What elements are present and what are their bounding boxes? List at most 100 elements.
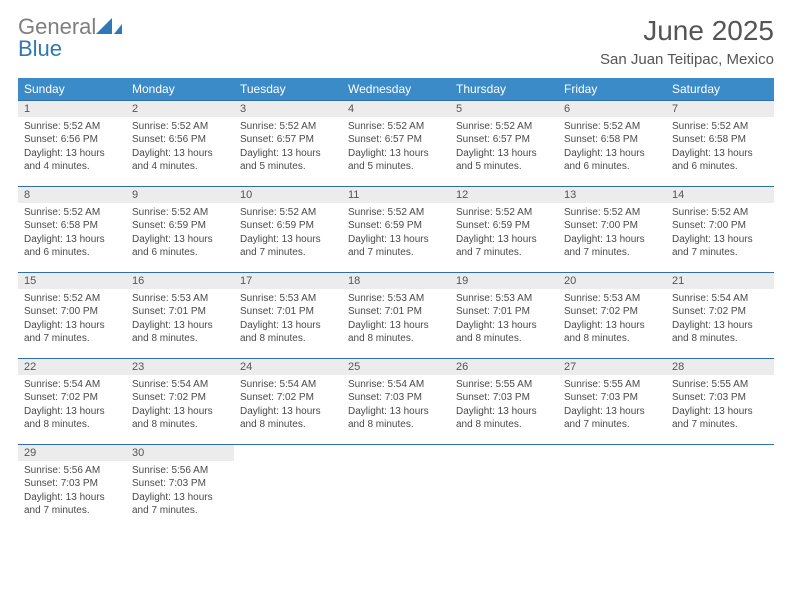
sunrise-calendar: Sunday Monday Tuesday Wednesday Thursday…: [18, 78, 774, 531]
calendar-cell: 8Sunrise: 5:52 AMSunset: 6:58 PMDaylight…: [18, 186, 126, 272]
calendar-cell: 27Sunrise: 5:55 AMSunset: 7:03 PMDayligh…: [558, 358, 666, 444]
calendar-cell: 9Sunrise: 5:52 AMSunset: 6:59 PMDaylight…: [126, 186, 234, 272]
daylight-line: Daylight: 13 hours and 8 minutes.: [672, 319, 768, 346]
daylight-line: Daylight: 13 hours and 7 minutes.: [24, 491, 120, 518]
day-number: 24: [234, 359, 342, 375]
day-number: 25: [342, 359, 450, 375]
calendar-cell: 28Sunrise: 5:55 AMSunset: 7:03 PMDayligh…: [666, 358, 774, 444]
calendar-cell: 16Sunrise: 5:53 AMSunset: 7:01 PMDayligh…: [126, 272, 234, 358]
calendar-cell: 2 Sunrise: 5:52 AMSunset: 6:56 PMDaylight…: [126, 100, 234, 186]
day-number: 14: [666, 187, 774, 203]
daylight-line: Daylight: 13 hours and 5 minutes.: [456, 147, 552, 174]
calendar-cell: [342, 444, 450, 530]
sunset-line: Sunset: 6:57 PM: [240, 133, 336, 147]
day-number: 30: [126, 445, 234, 461]
day-details: Sunrise: 5:54 AMSunset: 7:02 PMDaylight:…: [666, 289, 774, 350]
day-number: 23: [126, 359, 234, 375]
day-details: Sunrise: 5:52 AMSunset: 6:58 PMDaylight:…: [558, 117, 666, 178]
calendar-cell: [234, 444, 342, 530]
sunrise-line: Sunrise: 5:55 AM: [456, 378, 552, 392]
day-number: 11: [342, 187, 450, 203]
day-details: Sunrise: 5:54 AMSunset: 7:02 PMDaylight:…: [126, 375, 234, 436]
day-details: Sunrise: 5:52 AMSunset: 6:59 PMDaylight:…: [126, 203, 234, 264]
calendar-cell: 29Sunrise: 5:56 AMSunset: 7:03 PMDayligh…: [18, 444, 126, 530]
calendar-cell: 11Sunrise: 5:52 AMSunset: 6:59 PMDayligh…: [342, 186, 450, 272]
calendar-cell: 22Sunrise: 5:54 AMSunset: 7:02 PMDayligh…: [18, 358, 126, 444]
day-details: Sunrise: 5:53 AMSunset: 7:01 PMDaylight:…: [342, 289, 450, 350]
daylight-line: Daylight: 13 hours and 7 minutes.: [456, 233, 552, 260]
sunrise-line: Sunrise: 5:52 AM: [24, 292, 120, 306]
title-block: June 2025 San Juan Teitipac, Mexico: [600, 16, 774, 68]
sunset-line: Sunset: 6:56 PM: [132, 133, 228, 147]
location-subtitle: San Juan Teitipac, Mexico: [600, 51, 774, 68]
calendar-week-row: 22Sunrise: 5:54 AMSunset: 7:02 PMDayligh…: [18, 358, 774, 444]
calendar-cell: 6Sunrise: 5:52 AMSunset: 6:58 PMDaylight…: [558, 100, 666, 186]
day-details: Sunrise: 5:53 AMSunset: 7:01 PMDaylight:…: [126, 289, 234, 350]
day-details: Sunrise: 5:52 AMSunset: 6:58 PMDaylight:…: [18, 203, 126, 264]
sunrise-line: Sunrise: 5:52 AM: [456, 206, 552, 220]
calendar-cell: 23Sunrise: 5:54 AMSunset: 7:02 PMDayligh…: [126, 358, 234, 444]
day-details: Sunrise: 5:52 AMSunset: 6:56 PMDaylight:…: [18, 117, 126, 178]
day-number: 27: [558, 359, 666, 375]
daylight-line: Daylight: 13 hours and 7 minutes.: [24, 319, 120, 346]
day-details: Sunrise: 5:52 AMSunset: 6:59 PMDaylight:…: [234, 203, 342, 264]
calendar-week-row: 29Sunrise: 5:56 AMSunset: 7:03 PMDayligh…: [18, 444, 774, 530]
calendar-cell: [558, 444, 666, 530]
daylight-line: Daylight: 13 hours and 7 minutes.: [132, 491, 228, 518]
sunrise-line: Sunrise: 5:53 AM: [564, 292, 660, 306]
day-details: Sunrise: 5:55 AMSunset: 7:03 PMDaylight:…: [666, 375, 774, 436]
day-number: 8: [18, 187, 126, 203]
day-number: 4: [342, 101, 450, 117]
logo-word-2: Blue: [18, 36, 62, 61]
calendar-week-row: 1Sunrise: 5:52 AMSunset: 6:56 PMDaylight…: [18, 100, 774, 186]
calendar-cell: 21Sunrise: 5:54 AMSunset: 7:02 PMDayligh…: [666, 272, 774, 358]
day-header: Monday: [126, 78, 234, 101]
daylight-line: Daylight: 13 hours and 8 minutes.: [240, 405, 336, 432]
sunset-line: Sunset: 6:59 PM: [348, 219, 444, 233]
sunset-line: Sunset: 7:02 PM: [564, 305, 660, 319]
sunrise-line: Sunrise: 5:53 AM: [240, 292, 336, 306]
daylight-line: Daylight: 13 hours and 8 minutes.: [132, 405, 228, 432]
sunrise-line: Sunrise: 5:52 AM: [132, 120, 228, 134]
calendar-cell: 26Sunrise: 5:55 AMSunset: 7:03 PMDayligh…: [450, 358, 558, 444]
daylight-line: Daylight: 13 hours and 4 minutes.: [132, 147, 228, 174]
sunrise-line: Sunrise: 5:52 AM: [24, 206, 120, 220]
sunset-line: Sunset: 7:03 PM: [348, 391, 444, 405]
daylight-line: Daylight: 13 hours and 6 minutes.: [564, 147, 660, 174]
calendar-cell: 18Sunrise: 5:53 AMSunset: 7:01 PMDayligh…: [342, 272, 450, 358]
day-details: Sunrise: 5:52 AMSunset: 6:57 PMDaylight:…: [234, 117, 342, 178]
calendar-cell: 4Sunrise: 5:52 AMSunset: 6:57 PMDaylight…: [342, 100, 450, 186]
month-title: June 2025: [600, 16, 774, 47]
sunrise-line: Sunrise: 5:54 AM: [132, 378, 228, 392]
calendar-cell: 19Sunrise: 5:53 AMSunset: 7:01 PMDayligh…: [450, 272, 558, 358]
sunrise-line: Sunrise: 5:55 AM: [672, 378, 768, 392]
day-number: 2: [126, 101, 234, 117]
header-bar: General Blue June 2025 San Juan Teitipac…: [18, 16, 774, 68]
calendar-cell: 1Sunrise: 5:52 AMSunset: 6:56 PMDaylight…: [18, 100, 126, 186]
day-details: Sunrise: 5:56 AMSunset: 7:03 PMDaylight:…: [18, 461, 126, 522]
day-header: Sunday: [18, 78, 126, 101]
day-header: Tuesday: [234, 78, 342, 101]
sunset-line: Sunset: 7:02 PM: [132, 391, 228, 405]
day-details: Sunrise: 5:54 AMSunset: 7:02 PMDaylight:…: [234, 375, 342, 436]
day-number: 16: [126, 273, 234, 289]
calendar-cell: 12Sunrise: 5:52 AMSunset: 6:59 PMDayligh…: [450, 186, 558, 272]
day-number: 15: [18, 273, 126, 289]
day-details: Sunrise: 5:52 AMSunset: 6:57 PMDaylight:…: [342, 117, 450, 178]
day-details: Sunrise: 5:52 AMSunset: 7:00 PMDaylight:…: [18, 289, 126, 350]
calendar-cell: [666, 444, 774, 530]
daylight-line: Daylight: 13 hours and 7 minutes.: [672, 233, 768, 260]
sunset-line: Sunset: 6:58 PM: [672, 133, 768, 147]
day-number: 5: [450, 101, 558, 117]
daylight-line: Daylight: 13 hours and 8 minutes.: [132, 319, 228, 346]
sunrise-line: Sunrise: 5:52 AM: [564, 120, 660, 134]
day-number: 13: [558, 187, 666, 203]
calendar-week-row: 8Sunrise: 5:52 AMSunset: 6:58 PMDaylight…: [18, 186, 774, 272]
sunset-line: Sunset: 7:02 PM: [240, 391, 336, 405]
sunset-line: Sunset: 7:03 PM: [564, 391, 660, 405]
calendar-cell: 20Sunrise: 5:53 AMSunset: 7:02 PMDayligh…: [558, 272, 666, 358]
day-details: Sunrise: 5:56 AMSunset: 7:03 PMDaylight:…: [126, 461, 234, 522]
sunset-line: Sunset: 7:01 PM: [132, 305, 228, 319]
sunrise-line: Sunrise: 5:56 AM: [132, 464, 228, 478]
sunrise-line: Sunrise: 5:54 AM: [672, 292, 768, 306]
